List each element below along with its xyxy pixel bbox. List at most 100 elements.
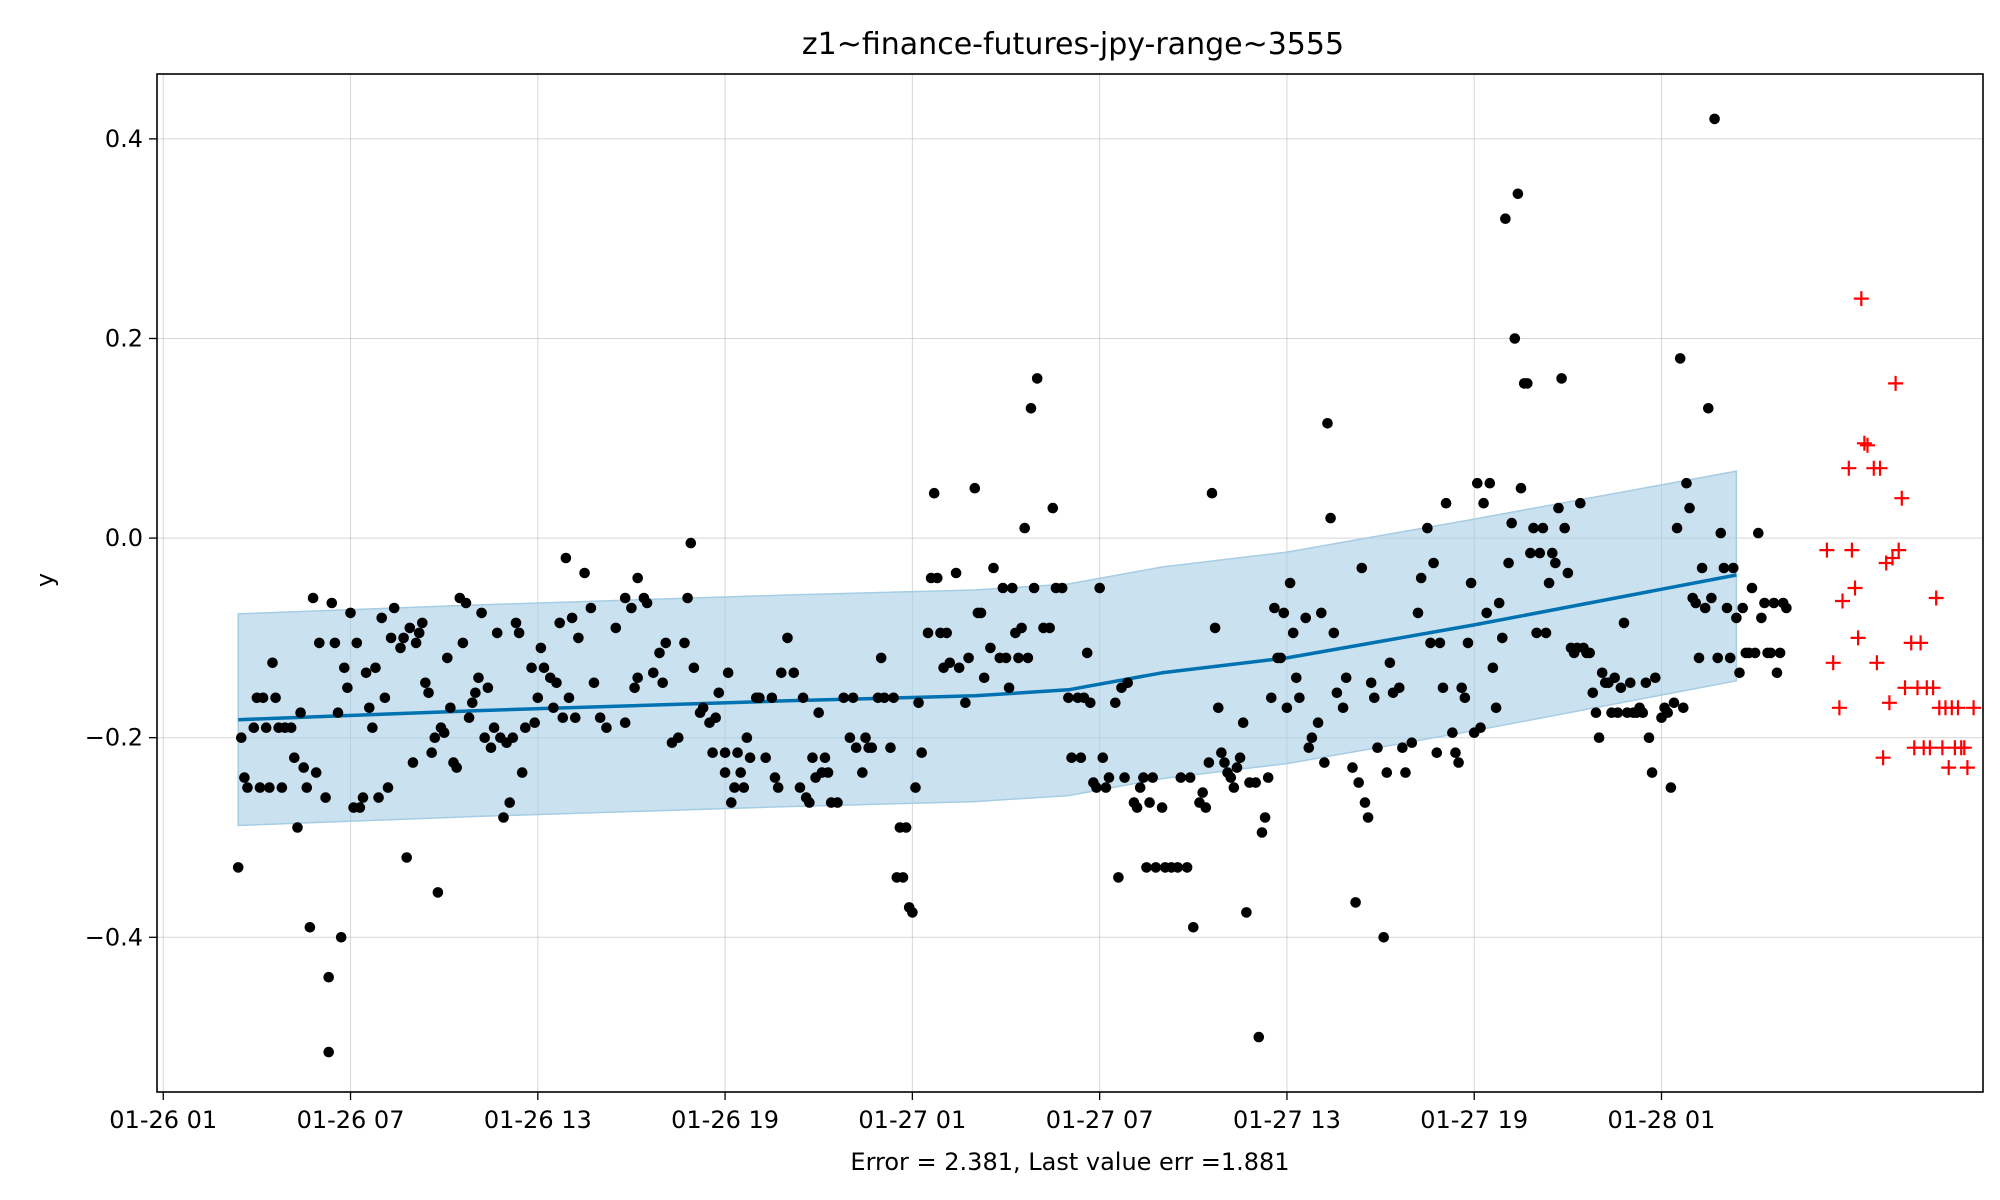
observed-point (307, 592, 319, 604)
observed-point (442, 652, 453, 664)
observed-point (264, 782, 275, 793)
observed-point (1531, 627, 1542, 639)
observed-point (1478, 497, 1489, 509)
observed-point (570, 712, 581, 723)
observed-point (360, 667, 372, 679)
observed-point (1144, 797, 1155, 808)
observed-point (1281, 702, 1293, 714)
observed-point (1119, 772, 1130, 783)
observed-point (719, 747, 731, 758)
observed-point (713, 687, 725, 699)
observed-point (960, 697, 971, 709)
observed-point (1256, 827, 1268, 838)
observed-point (1596, 667, 1608, 679)
observed-point (510, 617, 522, 629)
observed-point (885, 742, 896, 753)
future-point (1835, 593, 1850, 609)
observed-point (482, 682, 494, 694)
observed-point (379, 692, 391, 704)
future-point (1894, 490, 1910, 506)
observed-point (376, 612, 388, 624)
observed-point (382, 782, 394, 793)
x-tick-label: 01-27 13 (1233, 1106, 1341, 1134)
observed-point (1756, 612, 1767, 624)
observed-point (657, 677, 668, 689)
observed-point (1250, 777, 1261, 788)
observed-point (726, 797, 737, 808)
observed-point (1378, 932, 1389, 943)
observed-point (242, 782, 253, 793)
y-tick-label: 0.4 (105, 125, 143, 153)
observed-point (373, 792, 384, 803)
observed-point (1512, 188, 1524, 200)
observed-point (1091, 782, 1102, 793)
observed-point (1715, 527, 1727, 539)
observed-point (932, 572, 943, 584)
observed-point (1025, 403, 1037, 414)
observed-point (1269, 602, 1280, 614)
observed-point (351, 637, 363, 649)
observed-point (860, 732, 871, 743)
observed-point (301, 782, 313, 793)
observed-point (850, 742, 862, 753)
observed-point (1681, 477, 1692, 489)
observed-point (619, 592, 631, 604)
observed-point (1188, 922, 1199, 933)
observed-point (526, 662, 537, 674)
observed-point (267, 657, 278, 669)
observed-point (760, 752, 771, 763)
observed-point (654, 647, 665, 659)
observed-point (1181, 862, 1193, 873)
observed-point (1219, 757, 1230, 768)
observed-point (1206, 487, 1218, 499)
y-tick-label: −0.4 (85, 923, 143, 951)
observed-point (632, 672, 643, 684)
observed-point (1300, 612, 1311, 624)
observed-point (1384, 657, 1396, 669)
observed-point (467, 697, 478, 709)
observed-point (1459, 692, 1471, 704)
observed-point (407, 757, 419, 768)
observed-point (619, 717, 631, 728)
observed-point (1113, 872, 1124, 883)
observed-point (1056, 582, 1068, 594)
observed-point (1016, 622, 1027, 634)
observed-point (1156, 802, 1168, 813)
observed-point (1768, 597, 1780, 609)
observed-point (1537, 522, 1549, 534)
observed-point (1447, 727, 1458, 738)
observed-point (535, 642, 547, 654)
observed-point (941, 627, 952, 639)
observed-point (479, 732, 491, 743)
observed-point (260, 722, 272, 733)
observed-point (776, 667, 787, 679)
observed-point (719, 767, 731, 778)
observed-point (1640, 677, 1652, 689)
observed-point (950, 567, 962, 579)
x-tick-label: 01-28 01 (1608, 1106, 1716, 1134)
observed-point (488, 722, 500, 733)
observed-point (679, 637, 690, 649)
observed-point (1365, 677, 1377, 689)
observed-point (1553, 502, 1564, 514)
observed-point (913, 697, 924, 709)
future-point (1885, 550, 1900, 566)
y-axis: 0.4 0.2 0.0 −0.2 −0.4 (85, 125, 157, 951)
observed-point (1646, 767, 1658, 778)
observed-point (1434, 637, 1446, 649)
observed-point (1075, 752, 1087, 763)
y-axis-label: y (31, 573, 59, 587)
observed-point (1759, 597, 1770, 609)
observed-point (879, 692, 890, 704)
observed-point (928, 487, 940, 499)
observed-point (744, 752, 756, 763)
observed-point (1287, 627, 1299, 639)
observed-point (1534, 547, 1546, 559)
observed-point (298, 762, 310, 773)
observed-point (1356, 562, 1368, 574)
observed-point (476, 607, 487, 619)
observed-point (357, 792, 369, 803)
observed-point (1693, 652, 1705, 664)
observed-point (364, 702, 375, 714)
observed-point (1515, 482, 1527, 494)
